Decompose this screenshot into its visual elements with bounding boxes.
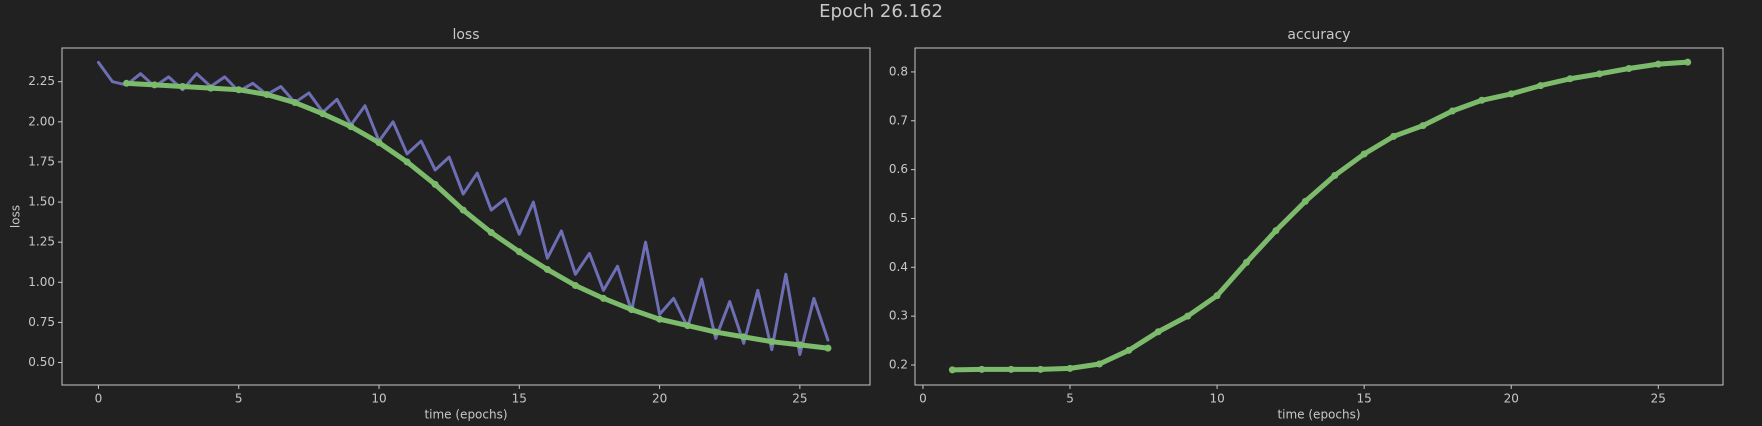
point xyxy=(431,180,439,188)
y-axis-label: loss xyxy=(9,205,23,228)
x-tick-label: 10 xyxy=(1209,392,1224,406)
axes-title: accuracy xyxy=(1287,27,1350,43)
point xyxy=(978,365,986,373)
y-tick-label: 1.50 xyxy=(28,195,55,209)
x-tick-label: 25 xyxy=(792,392,807,406)
x-tick-label: 5 xyxy=(235,392,243,406)
point xyxy=(1507,90,1515,98)
axes-frame xyxy=(914,47,1724,386)
point xyxy=(1007,365,1015,373)
point xyxy=(628,306,636,314)
point xyxy=(123,79,131,87)
point xyxy=(1213,292,1221,300)
y-tick-label: 1.75 xyxy=(28,154,55,168)
point xyxy=(1125,346,1133,354)
point xyxy=(1390,132,1398,140)
point xyxy=(263,91,271,99)
point xyxy=(948,366,956,374)
y-tick-label: 0.7 xyxy=(889,113,908,127)
x-axis-label: time (epochs) xyxy=(424,408,507,422)
point xyxy=(824,344,832,352)
point xyxy=(1654,60,1662,68)
y-tick-label: 0.6 xyxy=(889,162,908,176)
point xyxy=(375,139,383,147)
x-tick-label: 20 xyxy=(652,392,667,406)
y-tick-label: 2.00 xyxy=(28,114,55,128)
point xyxy=(1066,364,1074,372)
point xyxy=(1272,227,1280,235)
y-tick-label: 0.50 xyxy=(28,355,55,369)
point xyxy=(571,282,579,290)
point xyxy=(712,328,720,336)
point xyxy=(487,229,495,237)
y-tick-label: 0.75 xyxy=(28,315,55,329)
point xyxy=(656,315,664,323)
y-tick-label: 2.25 xyxy=(28,74,55,88)
point xyxy=(599,294,607,302)
series-line xyxy=(124,80,831,351)
x-tick-label: 0 xyxy=(95,392,103,406)
y-tick-label: 0.5 xyxy=(889,211,908,225)
point xyxy=(403,158,411,166)
series-line xyxy=(949,59,1691,373)
point xyxy=(1537,82,1545,90)
point xyxy=(1625,65,1633,73)
point xyxy=(1448,107,1456,115)
x-tick-label: 0 xyxy=(919,392,927,406)
x-axis-label: time (epochs) xyxy=(1277,408,1360,422)
point xyxy=(768,338,776,346)
point xyxy=(1566,75,1574,83)
y-tick-label: 0.2 xyxy=(889,357,908,371)
x-tick-label: 25 xyxy=(1651,392,1666,406)
point xyxy=(291,99,299,107)
point xyxy=(1331,171,1339,179)
point xyxy=(543,265,551,273)
point xyxy=(515,248,523,256)
point xyxy=(1037,365,1045,373)
point xyxy=(235,86,243,94)
point xyxy=(151,81,159,89)
axes-frame xyxy=(61,47,871,386)
point xyxy=(796,341,804,349)
point xyxy=(1095,360,1103,368)
point xyxy=(207,84,215,92)
y-tick-label: 1.25 xyxy=(28,235,55,249)
point xyxy=(1478,96,1486,104)
point xyxy=(1184,312,1192,320)
point xyxy=(1154,328,1162,336)
x-tick-label: 15 xyxy=(1357,392,1372,406)
point xyxy=(179,83,187,91)
y-tick-label: 1.00 xyxy=(28,275,55,289)
point xyxy=(319,110,327,118)
point xyxy=(459,206,467,214)
axes-title: loss xyxy=(452,27,479,43)
point xyxy=(1595,70,1603,78)
point xyxy=(347,123,355,131)
figure-title: Epoch 26.162 xyxy=(819,1,943,22)
point xyxy=(1360,150,1368,158)
x-tick-label: 10 xyxy=(371,392,386,406)
y-tick-label: 0.3 xyxy=(889,309,908,323)
y-tick-label: 0.8 xyxy=(889,64,908,78)
point xyxy=(1419,122,1427,130)
point xyxy=(1301,197,1309,205)
x-tick-label: 20 xyxy=(1504,392,1519,406)
x-tick-label: 15 xyxy=(512,392,527,406)
series-line xyxy=(96,60,830,357)
point xyxy=(1684,58,1692,66)
x-tick-label: 5 xyxy=(1066,392,1074,406)
y-tick-label: 0.4 xyxy=(889,260,908,274)
point xyxy=(740,333,748,341)
point xyxy=(1242,258,1250,266)
point xyxy=(684,322,692,330)
